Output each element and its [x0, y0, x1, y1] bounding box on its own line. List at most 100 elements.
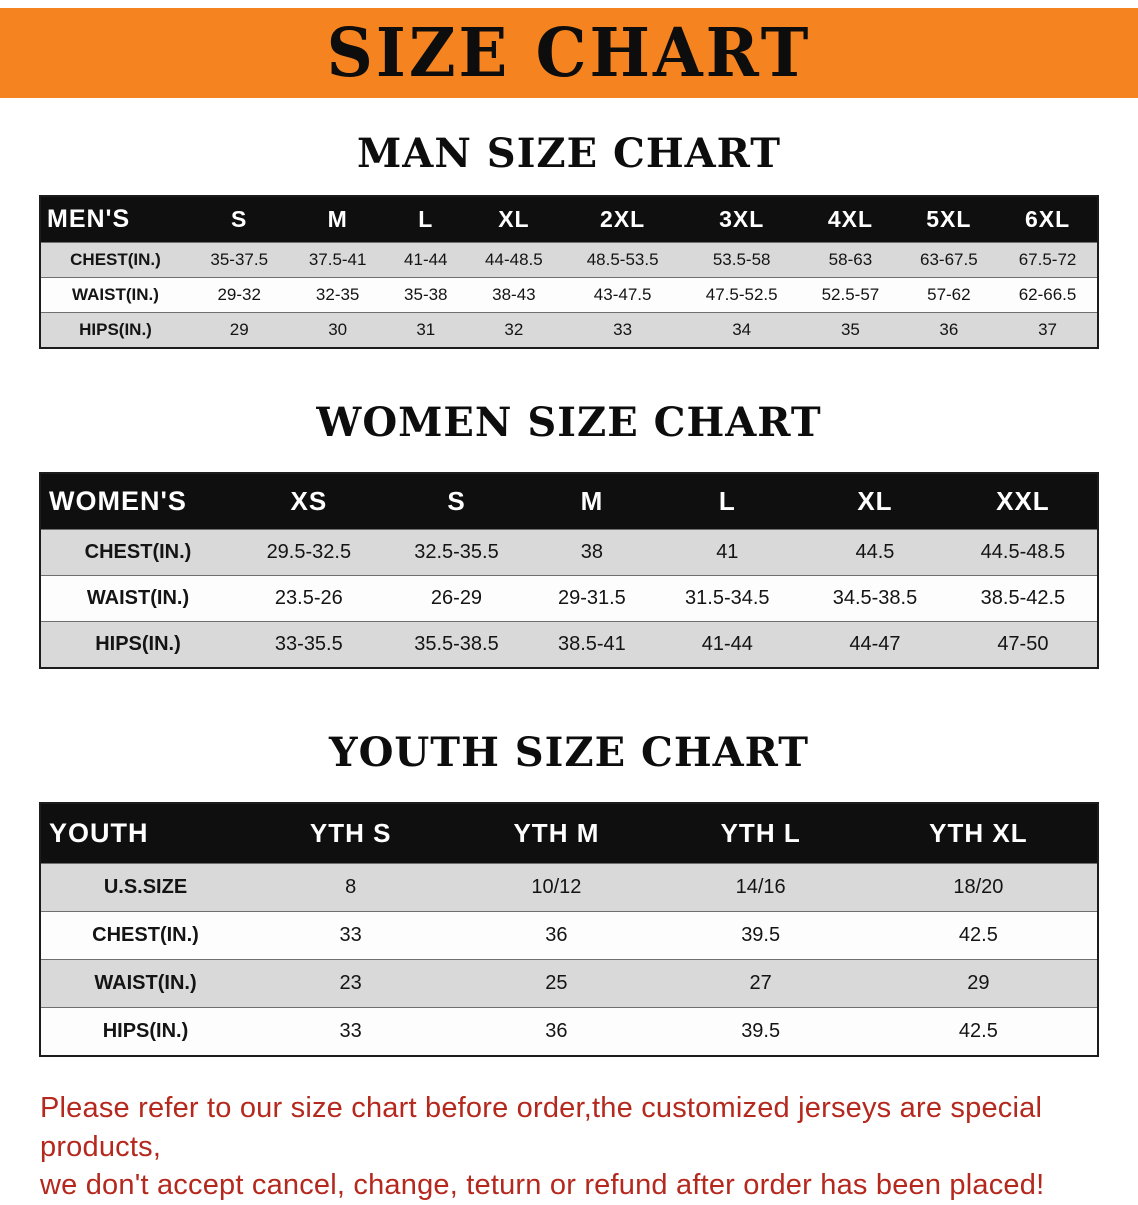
- table-title-cell: YOUTH: [40, 803, 250, 864]
- section-men: MAN SIZE CHART MEN'S S M L XL 2XL 3XL 4XL 5XL 6XL C…: [0, 130, 1138, 349]
- value-cell: 37.5-41: [288, 242, 387, 278]
- value-cell: 27: [661, 959, 860, 1008]
- table-row: CHEST(IN.) 33 36 39.5 42.5: [40, 911, 1098, 960]
- table-row: HIPS(IN.) 29 30 31 32 33 34 35 36 37: [40, 312, 1098, 348]
- value-cell: 42.5: [859, 911, 1098, 960]
- size-header-cell: YTH XL: [859, 803, 1098, 864]
- value-cell: 29.5-32.5: [235, 529, 383, 576]
- value-cell: 53.5-58: [682, 242, 802, 278]
- value-cell: 41-44: [386, 242, 465, 278]
- table-row: WAIST(IN.) 23.5-26 26-29 29-31.5 31.5-34.5 34…: [40, 575, 1098, 622]
- value-cell: 44-47: [801, 621, 949, 668]
- value-cell: 41-44: [653, 621, 802, 668]
- value-cell: 35-38: [386, 277, 465, 313]
- value-cell: 33: [250, 911, 452, 960]
- sections-container: MAN SIZE CHART MEN'S S M L XL 2XL 3XL 4XL 5XL 6XL C…: [0, 130, 1138, 1057]
- value-cell: 8: [250, 863, 452, 912]
- note-line-1: Please refer to our size chart before or…: [40, 1092, 1043, 1163]
- row-label-cell: HIPS(IN.): [40, 1007, 250, 1056]
- value-cell: 38-43: [464, 277, 564, 313]
- table-row: CHEST(IN.) 29.5-32.5 32.5-35.5 38 41 44.5 44.5…: [40, 529, 1098, 576]
- note-line-2: we don't accept cancel, change, teturn o…: [40, 1169, 1045, 1202]
- row-label-cell: CHEST(IN.): [40, 242, 190, 278]
- value-cell: 29-32: [190, 277, 289, 313]
- table-row: HIPS(IN.) 33 36 39.5 42.5: [40, 1007, 1098, 1056]
- size-header-cell: XXL: [948, 473, 1098, 530]
- value-cell: 42.5: [859, 1007, 1098, 1056]
- value-cell: 58-63: [801, 242, 900, 278]
- value-cell: 25: [451, 959, 662, 1008]
- value-cell: 39.5: [661, 1007, 860, 1056]
- value-cell: 31.5-34.5: [653, 575, 802, 622]
- size-chart-page: SIZE CHART MAN SIZE CHART MEN'S S M L XL 2XL 3X…: [0, 8, 1138, 1205]
- value-cell: 14/16: [661, 863, 860, 912]
- size-header-cell: 2XL: [563, 196, 683, 243]
- row-label-cell: CHEST(IN.): [40, 911, 250, 960]
- value-cell: 57-62: [899, 277, 999, 313]
- value-cell: 29-31.5: [530, 575, 654, 622]
- size-header-cell: 6XL: [998, 196, 1098, 243]
- size-header-cell: 5XL: [899, 196, 999, 243]
- value-cell: 35.5-38.5: [382, 621, 531, 668]
- page-title: SIZE CHART: [326, 13, 812, 93]
- value-cell: 43-47.5: [563, 277, 683, 313]
- value-cell: 44.5: [801, 529, 949, 576]
- value-cell: 63-67.5: [899, 242, 999, 278]
- value-cell: 32: [464, 312, 564, 348]
- size-header-cell: M: [530, 473, 654, 530]
- row-label-cell: WAIST(IN.): [40, 575, 235, 622]
- men-size-table: MEN'S S M L XL 2XL 3XL 4XL 5XL 6XL CHEST(IN.) 35-37…: [39, 195, 1099, 349]
- footer-note: Please refer to our size chart before or…: [40, 1089, 1110, 1205]
- table-row: CHEST(IN.) 35-37.5 37.5-41 41-44 44-48.5 48.5…: [40, 242, 1098, 278]
- table-title-cell: WOMEN'S: [40, 473, 235, 530]
- value-cell: 44.5-48.5: [948, 529, 1098, 576]
- size-header-cell: L: [653, 473, 802, 530]
- value-cell: 38.5-41: [530, 621, 654, 668]
- value-cell: 36: [451, 1007, 662, 1056]
- row-label-cell: HIPS(IN.): [40, 312, 190, 348]
- value-cell: 62-66.5: [998, 277, 1098, 313]
- size-header-cell: XS: [235, 473, 383, 530]
- size-header-cell: XL: [801, 473, 949, 530]
- section-heading-youth: YOUTH SIZE CHART: [329, 729, 809, 776]
- value-cell: 23.5-26: [235, 575, 383, 622]
- value-cell: 29: [190, 312, 289, 348]
- size-header-cell: YTH L: [661, 803, 860, 864]
- value-cell: 35-37.5: [190, 242, 289, 278]
- size-header-cell: 3XL: [682, 196, 802, 243]
- table-header-row: YOUTH YTH S YTH M YTH L YTH XL: [40, 803, 1098, 864]
- value-cell: 31: [386, 312, 465, 348]
- value-cell: 39.5: [661, 911, 860, 960]
- value-cell: 34: [682, 312, 802, 348]
- row-label-cell: WAIST(IN.): [40, 277, 190, 313]
- value-cell: 33-35.5: [235, 621, 383, 668]
- value-cell: 41: [653, 529, 802, 576]
- value-cell: 10/12: [451, 863, 662, 912]
- size-header-cell: S: [382, 473, 531, 530]
- value-cell: 32-35: [288, 277, 387, 313]
- women-size-table: WOMEN'S XS S M L XL XXL CHEST(IN.) 29.5-32.5 32.5…: [39, 472, 1099, 669]
- value-cell: 38.5-42.5: [948, 575, 1098, 622]
- size-header-cell: M: [288, 196, 387, 243]
- size-header-cell: L: [386, 196, 465, 243]
- row-label-cell: WAIST(IN.): [40, 959, 250, 1008]
- value-cell: 34.5-38.5: [801, 575, 949, 622]
- value-cell: 36: [899, 312, 999, 348]
- table-row: WAIST(IN.) 29-32 32-35 35-38 38-43 43-47.5 47.…: [40, 277, 1098, 313]
- size-header-cell: YTH S: [250, 803, 452, 864]
- section-heading-men: MAN SIZE CHART: [357, 130, 781, 177]
- row-label-cell: HIPS(IN.): [40, 621, 235, 668]
- table-title-cell: MEN'S: [40, 196, 190, 243]
- value-cell: 30: [288, 312, 387, 348]
- value-cell: 38: [530, 529, 654, 576]
- value-cell: 36: [451, 911, 662, 960]
- size-header-cell: S: [190, 196, 289, 243]
- value-cell: 29: [859, 959, 1098, 1008]
- table-row: HIPS(IN.) 33-35.5 35.5-38.5 38.5-41 41-44 44-…: [40, 621, 1098, 668]
- value-cell: 44-48.5: [464, 242, 564, 278]
- table-row: U.S.SIZE 8 10/12 14/16 18/20: [40, 863, 1098, 912]
- size-header-cell: 4XL: [801, 196, 900, 243]
- value-cell: 52.5-57: [801, 277, 900, 313]
- row-label-cell: CHEST(IN.): [40, 529, 235, 576]
- value-cell: 23: [250, 959, 452, 1008]
